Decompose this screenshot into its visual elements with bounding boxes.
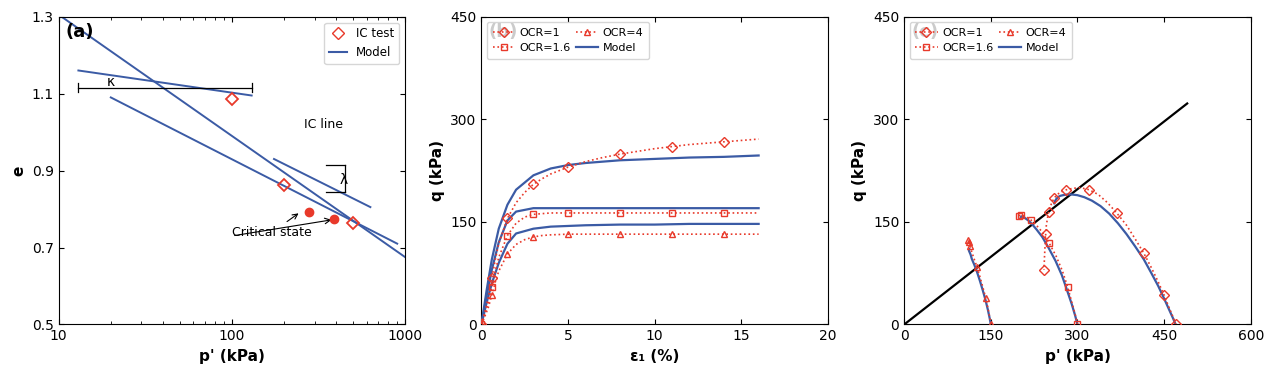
Y-axis label: q (kPa): q (kPa): [430, 140, 445, 201]
Text: (c): (c): [912, 23, 938, 41]
X-axis label: p' (kPa): p' (kPa): [1044, 349, 1111, 364]
Text: (b): (b): [488, 23, 518, 41]
Text: λ: λ: [340, 173, 348, 187]
X-axis label: ε₁ (%): ε₁ (%): [630, 349, 680, 364]
Y-axis label: q (kPa): q (kPa): [853, 140, 867, 201]
Text: IC line: IC line: [303, 118, 343, 131]
Y-axis label: e: e: [11, 165, 26, 176]
Text: Critical state: Critical state: [232, 214, 311, 239]
Text: κ: κ: [107, 75, 115, 89]
X-axis label: p' (kPa): p' (kPa): [199, 349, 265, 364]
Legend: OCR=1, OCR=1.6, OCR=4, Model: OCR=1, OCR=1.6, OCR=4, Model: [487, 22, 649, 59]
Text: (a): (a): [65, 23, 94, 41]
Legend: OCR=1, OCR=1.6, OCR=4, Model: OCR=1, OCR=1.6, OCR=4, Model: [910, 22, 1072, 59]
Legend: IC test, Model: IC test, Model: [324, 22, 399, 64]
